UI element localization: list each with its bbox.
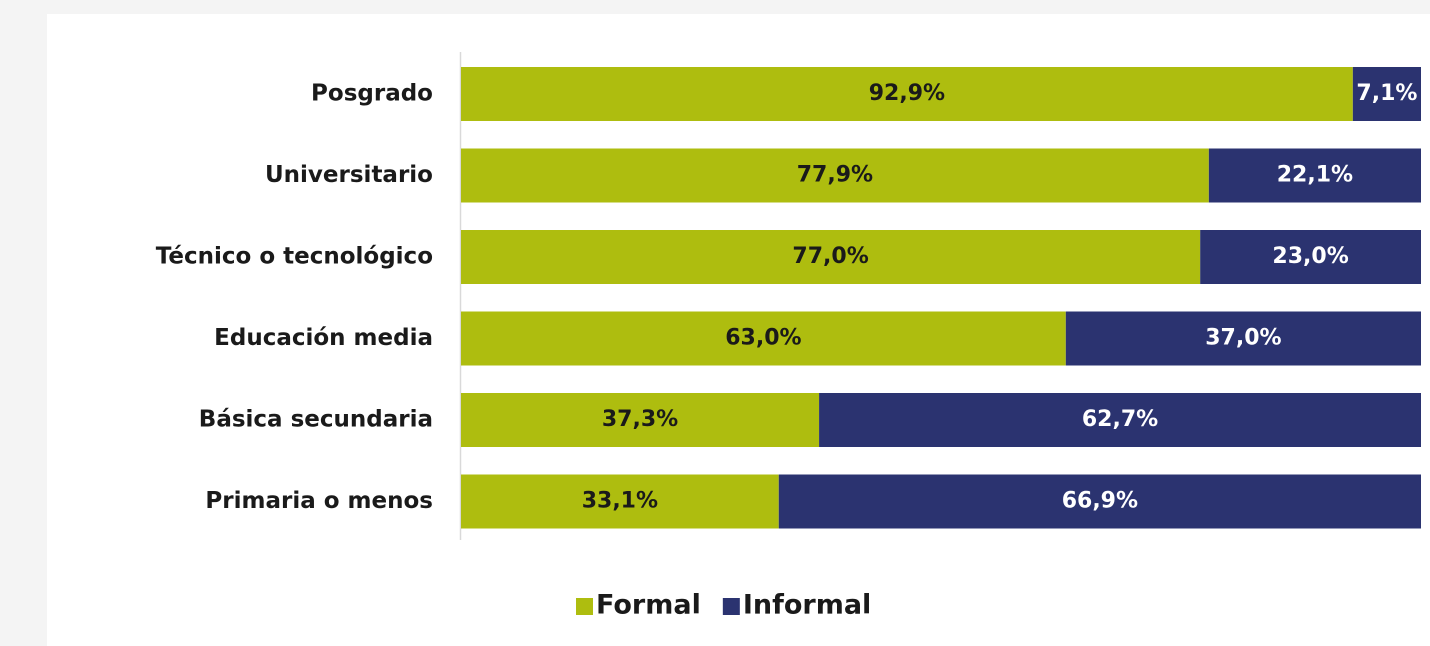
data-label: 63,0% <box>725 326 801 351</box>
bar-formal <box>461 230 1201 284</box>
category-label: Posgrado <box>311 81 433 107</box>
legend: Formal Informal <box>576 590 871 621</box>
category-label: Técnico o tecnológico <box>156 244 433 270</box>
category-label: Educación media <box>214 325 433 351</box>
legend-swatch-informal <box>722 598 740 615</box>
data-label: 22,1% <box>1277 163 1353 188</box>
bar-informal <box>819 393 1421 447</box>
data-label: 77,9% <box>797 163 873 188</box>
legend-label: Informal <box>743 590 872 621</box>
legend-swatch-formal <box>576 598 593 615</box>
bar-formal <box>461 393 820 447</box>
data-label: 66,9% <box>1062 489 1138 514</box>
bar-formal <box>461 148 1209 203</box>
category-label: Primaria o menos <box>205 488 433 514</box>
category-label: Básica secundaria <box>199 407 433 433</box>
data-label: 37,3% <box>602 407 678 432</box>
data-label: 23,0% <box>1272 244 1348 269</box>
data-label: 33,1% <box>582 489 658 514</box>
bars-layer <box>461 67 1421 529</box>
bar-informal <box>1352 67 1421 121</box>
data-label: 7,1% <box>1356 81 1417 106</box>
labels-layer: Posgrado 92,9% 7,1% Universitario 77,9% 22,1%… <box>156 81 1418 515</box>
legend-label: Formal <box>596 590 701 621</box>
bar-informal <box>1200 230 1421 284</box>
bar-informal <box>778 474 1421 529</box>
bar-informal <box>1208 148 1421 203</box>
data-label: 62,7% <box>1082 407 1158 432</box>
bar-formal <box>461 67 1353 121</box>
bar-formal <box>461 311 1066 366</box>
bar-formal <box>461 474 779 529</box>
data-label: 37,0% <box>1205 326 1281 351</box>
data-label: 92,9% <box>869 81 945 106</box>
data-label: 77,0% <box>792 244 868 269</box>
bar-informal <box>1065 311 1421 366</box>
category-label: Universitario <box>265 162 433 188</box>
